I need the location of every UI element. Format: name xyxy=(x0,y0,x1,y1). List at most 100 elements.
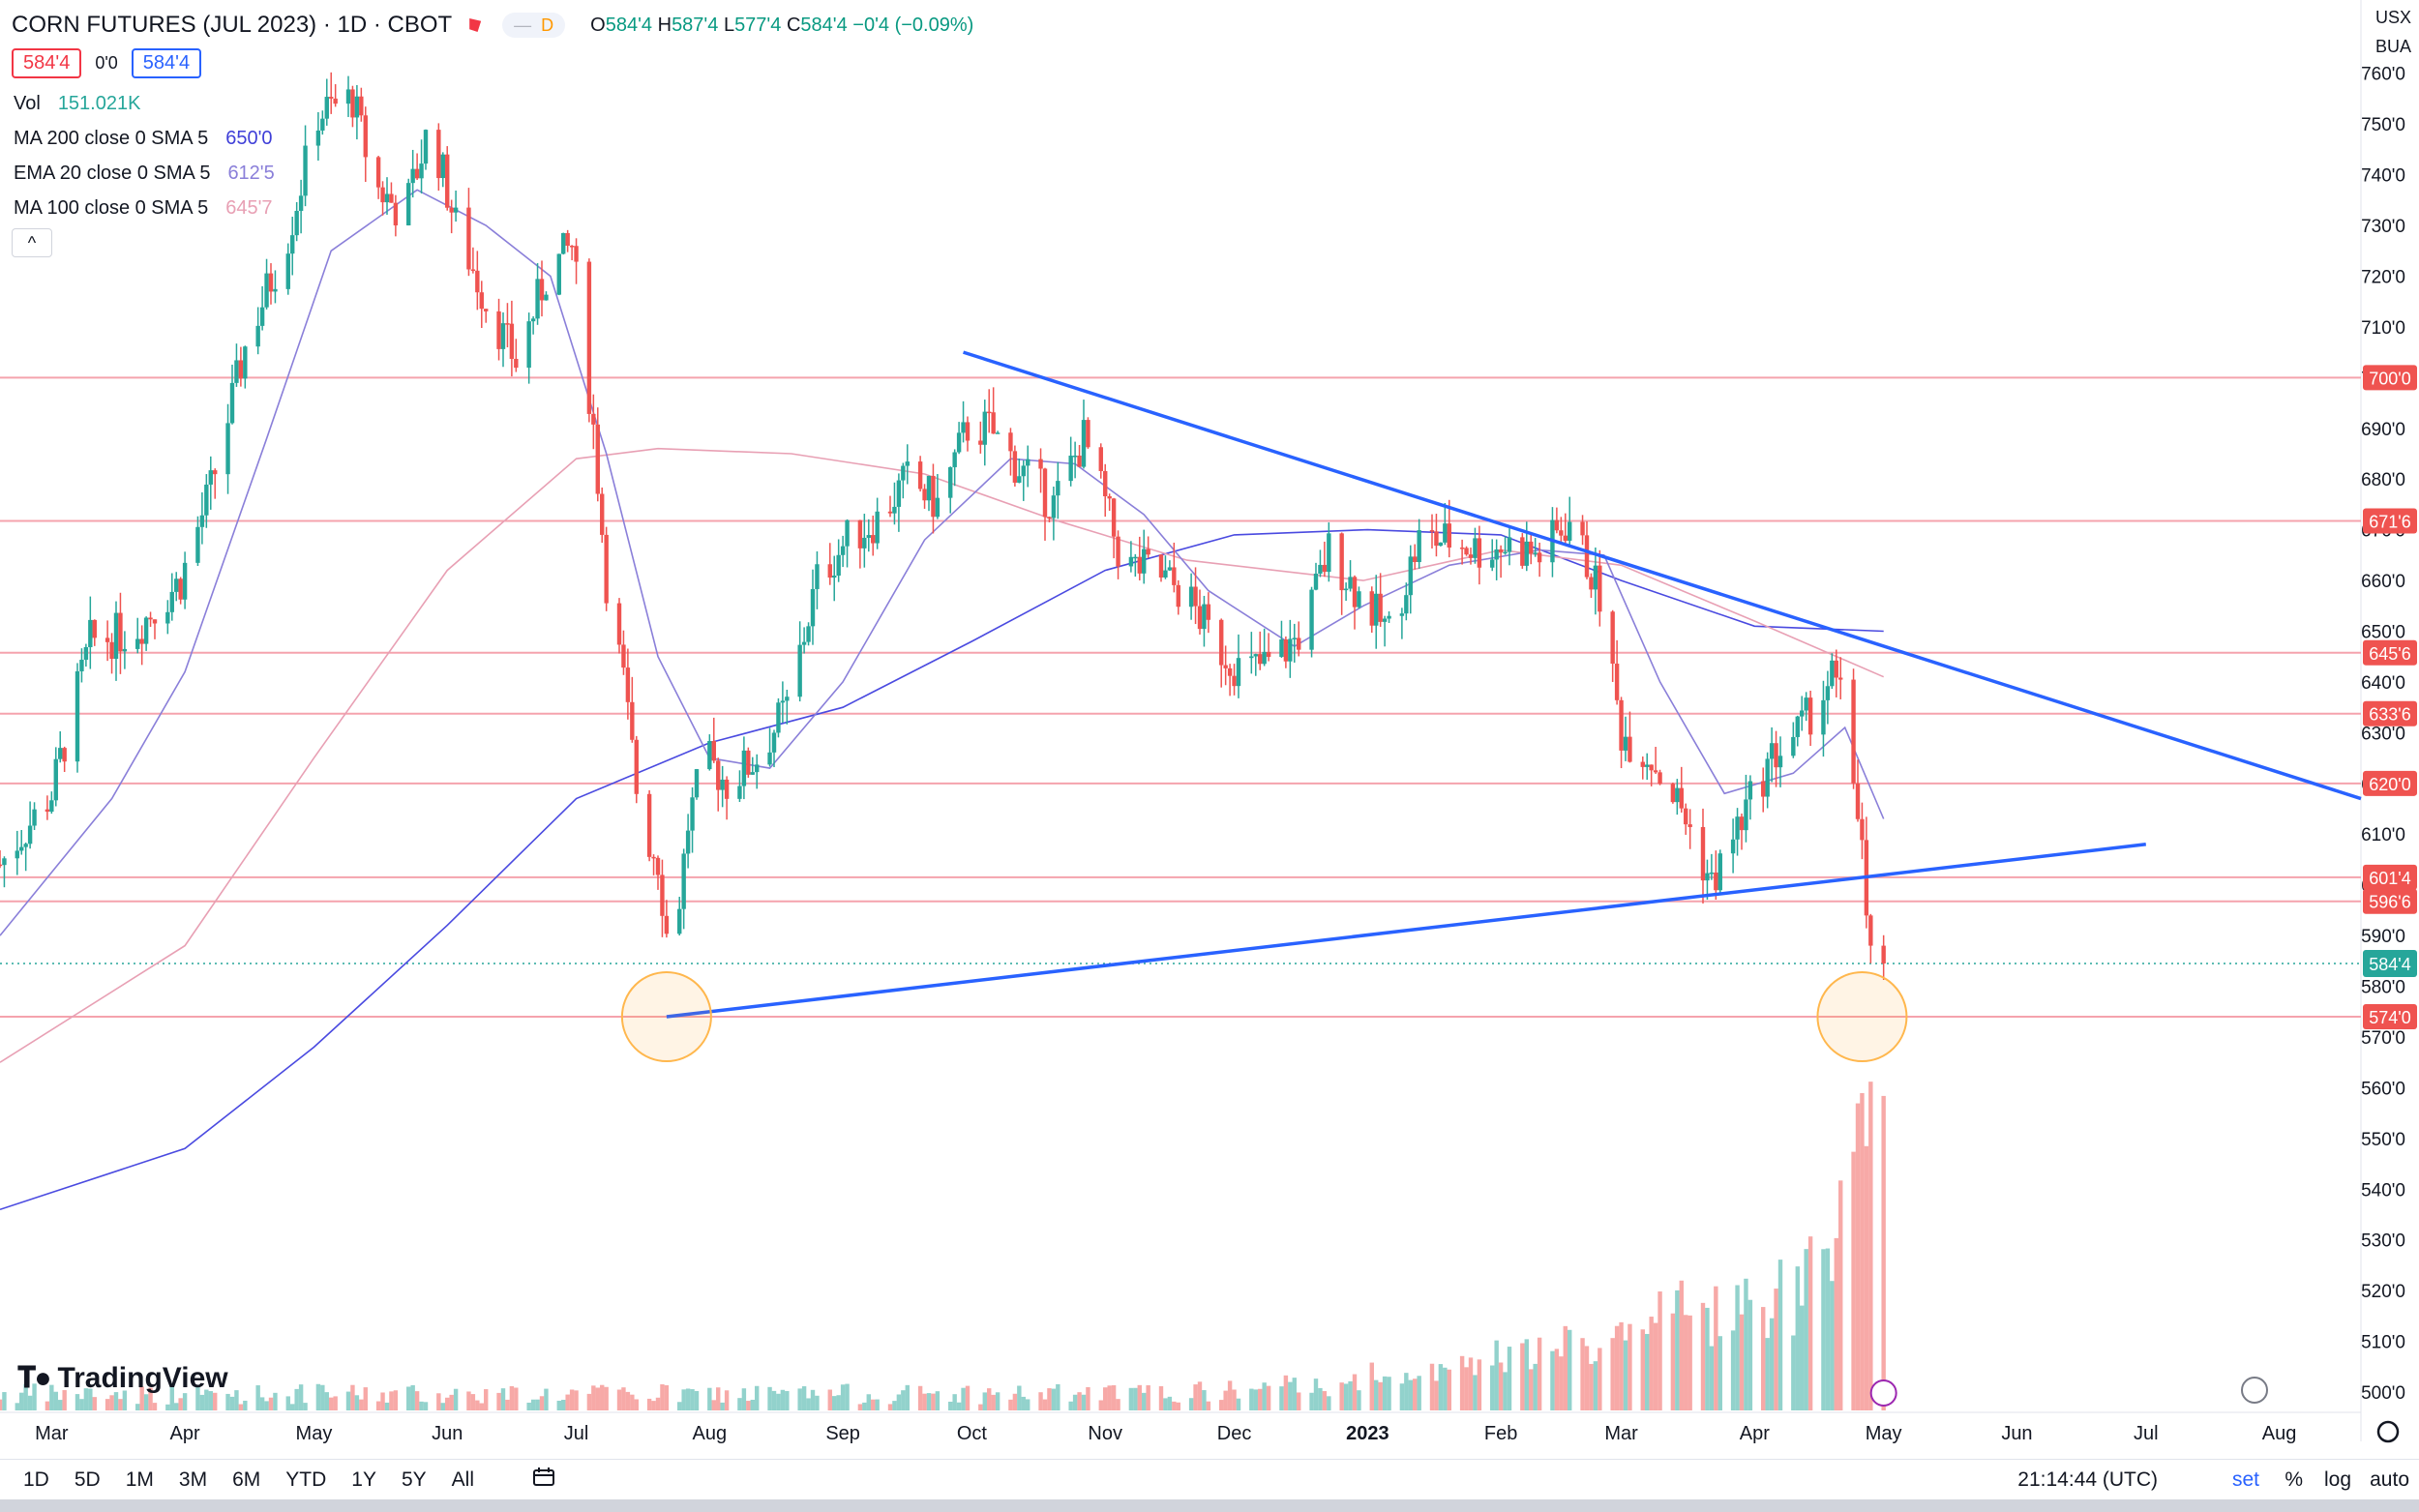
candle-body xyxy=(1357,591,1361,608)
volume-bar xyxy=(139,1386,144,1410)
candle-body xyxy=(1266,651,1271,658)
candle-body xyxy=(746,750,751,775)
buy-price-button[interactable]: 584'4 xyxy=(131,47,202,78)
candle-body xyxy=(660,875,665,916)
sell-price-button[interactable]: 584'4 xyxy=(12,47,82,78)
volume-bar xyxy=(651,1401,656,1410)
volume-bar xyxy=(466,1391,471,1410)
candle-body xyxy=(917,461,923,489)
volume-bar xyxy=(1563,1325,1568,1410)
lightning-icon xyxy=(1869,1379,1897,1407)
candle-body xyxy=(1520,537,1525,566)
volume-bar xyxy=(905,1384,910,1410)
volume-bar xyxy=(1447,1369,1451,1410)
x-tick-label: Mar xyxy=(35,1423,69,1444)
candle-body xyxy=(1313,573,1319,590)
candle-body xyxy=(1297,637,1301,650)
candle-body xyxy=(806,626,811,642)
x-tick-label: Jul xyxy=(564,1423,589,1444)
volume-bar xyxy=(840,1384,846,1410)
volume-bar xyxy=(479,1403,484,1410)
volume-bar xyxy=(1438,1364,1444,1410)
timeframe-1d[interactable]: 1D xyxy=(23,1468,49,1491)
candle-body xyxy=(565,232,570,247)
volume-bar xyxy=(595,1387,600,1410)
level-price-label: 596'6 xyxy=(2369,893,2410,912)
volume-bar xyxy=(1223,1390,1228,1410)
candle-body xyxy=(174,578,179,592)
volume-bar xyxy=(556,1400,561,1410)
candle-body xyxy=(845,519,850,547)
unit-selector[interactable]: BUA xyxy=(2374,37,2411,56)
volume-bar xyxy=(1012,1393,1018,1410)
x-tick-label: Aug xyxy=(693,1423,728,1444)
legend-volume[interactable]: Vol 151.021K xyxy=(14,93,141,114)
timeframe-1m[interactable]: 1M xyxy=(125,1468,154,1491)
candle-body xyxy=(255,325,260,347)
candle-body xyxy=(118,612,123,652)
volume-bar xyxy=(122,1390,128,1410)
timeframe-5y[interactable]: 5Y xyxy=(401,1468,427,1491)
legend-ma100[interactable]: MA 100 close 0 SMA 5 645'7 xyxy=(14,197,273,219)
collapse-legend-button[interactable]: ^ xyxy=(12,228,52,257)
candle-body xyxy=(1068,456,1073,482)
candle-body xyxy=(165,611,170,624)
log-scale-toggle[interactable]: log xyxy=(2323,1468,2351,1491)
timeframe-6m[interactable]: 6M xyxy=(232,1468,261,1491)
candle-body xyxy=(1176,584,1180,608)
volume-bar xyxy=(565,1394,570,1410)
volume-bar xyxy=(1807,1236,1813,1410)
volume-bar xyxy=(660,1384,665,1410)
timeframe-1y[interactable]: 1Y xyxy=(351,1468,376,1491)
volume-bar xyxy=(827,1389,832,1410)
timeframe-3m[interactable]: 3M xyxy=(178,1468,208,1491)
candle-body xyxy=(1791,736,1796,756)
legend-ema20[interactable]: EMA 20 close 0 SMA 5 612'5 xyxy=(14,163,275,184)
status-pill[interactable]: — D xyxy=(502,13,566,38)
candle-body xyxy=(1657,772,1662,785)
volume-bar xyxy=(1193,1384,1198,1410)
utc-clock[interactable]: 21:14:44 (UTC) xyxy=(2017,1468,2158,1491)
volume-bar xyxy=(384,1402,390,1410)
candle-body xyxy=(862,537,867,548)
candle-body xyxy=(961,422,966,433)
symbol-title[interactable]: CORN FUTURES (JUL 2023) · 1D · CBOT xyxy=(12,12,453,38)
candle-body xyxy=(1434,531,1439,547)
ma100-line xyxy=(0,447,1885,1063)
volume-bar xyxy=(1834,1237,1838,1410)
candle-body xyxy=(1675,787,1680,803)
volume-bar xyxy=(1051,1388,1057,1410)
auto-scale-toggle[interactable]: auto xyxy=(2370,1468,2409,1491)
currency-selector[interactable]: USX xyxy=(2374,8,2411,27)
candle-body xyxy=(1598,565,1602,612)
volume-bar xyxy=(1137,1384,1142,1410)
change-value: −0'4 (−0.09%) xyxy=(852,14,974,36)
session-toggle[interactable]: set xyxy=(2231,1468,2259,1491)
percent-scale-toggle[interactable]: % xyxy=(2285,1468,2303,1491)
candle-body xyxy=(1158,554,1164,578)
candle-body xyxy=(1188,586,1194,608)
level-price-tag xyxy=(2363,365,2417,391)
volume-bar xyxy=(887,1404,893,1410)
volume-bar xyxy=(978,1404,983,1410)
x-tick-label: Oct xyxy=(957,1423,988,1444)
timeframe-ytd[interactable]: YTD xyxy=(285,1468,327,1491)
volume-bar xyxy=(484,1389,489,1410)
candle-body xyxy=(1279,639,1284,658)
volume-bar xyxy=(1800,1305,1805,1410)
volume-bar xyxy=(1584,1346,1590,1410)
legend-ma200[interactable]: MA 200 close 0 SMA 5 650'0 xyxy=(14,128,273,149)
timeframe-5d[interactable]: 5D xyxy=(74,1468,101,1491)
candle-body xyxy=(1072,455,1078,458)
candle-body xyxy=(815,564,820,589)
volume-bar xyxy=(1830,1281,1835,1410)
volume-bar xyxy=(707,1387,712,1410)
date-range-calendar-icon[interactable] xyxy=(532,1467,557,1494)
price-chart[interactable]: 760'0 750'0 740'0 730'0 720'0 710'0 700'0 690'0… xyxy=(0,0,2419,1461)
candle-body xyxy=(875,511,880,544)
timeframe-all[interactable]: All xyxy=(451,1468,474,1491)
candle-body xyxy=(414,168,420,179)
candle-body xyxy=(1227,667,1233,676)
volume-bar xyxy=(1413,1379,1418,1410)
candle-body xyxy=(526,321,531,369)
